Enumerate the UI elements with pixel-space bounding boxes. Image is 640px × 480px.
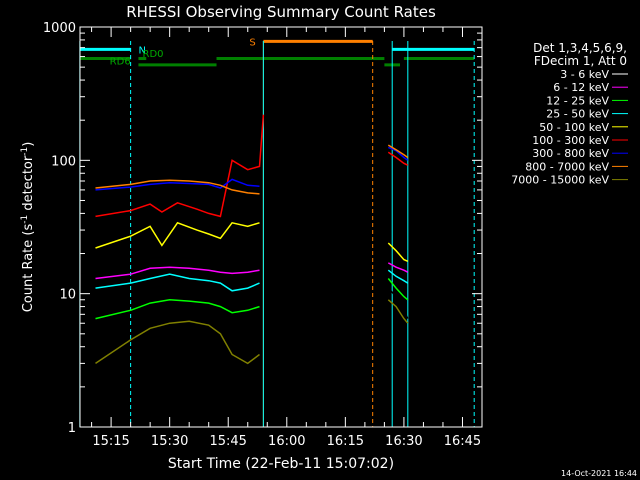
legend-entry-label: 3 - 6 keV: [560, 68, 609, 81]
footer-date: 14-Oct-2021 16:44: [561, 469, 637, 478]
series-line: [387, 144, 409, 159]
y-axis-label-part: detector: [21, 155, 36, 215]
y-tick-label: 1000: [43, 21, 76, 36]
legend-entry-label: 100 - 300 keV: [532, 134, 609, 147]
plot-frame: [79, 26, 483, 428]
x-tick-label: 16:30: [385, 434, 422, 449]
x-tick-label: 16:45: [444, 434, 481, 449]
series-line: [95, 179, 260, 195]
x-tick-label: 16:15: [327, 434, 364, 449]
x-tick-label: 15:30: [151, 434, 188, 449]
annotation-label: N: [139, 45, 146, 56]
chart-title: RHESSI Observing Summary Count Rates: [126, 3, 436, 21]
legend-entry-label: 300 - 800 keV: [532, 147, 609, 160]
x-axis-label: Start Time (22-Feb-11 15:07:02): [168, 456, 394, 472]
legend-entry-label: 7000 - 15000 keV: [511, 174, 609, 187]
series-line: [387, 287, 409, 319]
annotation-label: S: [249, 37, 255, 48]
series-line: [387, 278, 409, 301]
series-line: [95, 221, 260, 249]
legend-header-line: Det 1,3,4,5,6,9,: [533, 41, 627, 55]
x-tick-label: 15:45: [209, 434, 246, 449]
y-axis-label-part: Count Rate (s: [21, 224, 36, 313]
x-tick-label: 15:15: [92, 434, 129, 449]
legend-entry-label: 800 - 7000 keV: [525, 160, 609, 173]
series-line: [95, 114, 265, 218]
legend-header-line: FDecim 1, Att 0: [534, 54, 627, 68]
series-line: [95, 315, 260, 335]
series-line: [387, 262, 409, 273]
series-line: [95, 178, 260, 191]
x-tick-label: 16:00: [268, 434, 305, 449]
series-line: [387, 242, 409, 262]
legend-entry-label: 12 - 25 keV: [546, 94, 609, 107]
legend-entry-label: 6 - 12 keV: [553, 81, 609, 94]
series-line: [388, 146, 409, 161]
y-axis-label-superscript: -1: [20, 215, 30, 224]
y-tick-label: 10: [59, 288, 76, 303]
y-axis-label-superscript: -1: [20, 147, 30, 156]
series-line: [387, 269, 409, 284]
y-axis-label-part: ): [21, 142, 36, 147]
series-line: [387, 299, 409, 324]
annotation-label: RD6: [110, 57, 131, 68]
y-tick-label: 1: [68, 421, 76, 436]
series-line: [95, 299, 260, 320]
legend-entry-label: 50 - 100 keV: [539, 121, 609, 134]
chart-axes-layer: 1 10 100 1000 15:15 15:30 15:45 16:00 16:15 16:30…: [43, 21, 483, 449]
series-line: [95, 320, 260, 365]
annotation-label: RD0: [143, 49, 164, 60]
y-axis-label: Count Rate (s-1 detector-1): [20, 142, 36, 313]
series-line: [95, 266, 260, 280]
legend-entry-label: 25 - 50 keV: [546, 108, 609, 121]
y-tick-label: 100: [51, 154, 76, 169]
series-line: [95, 273, 260, 292]
series-line: [387, 151, 409, 166]
